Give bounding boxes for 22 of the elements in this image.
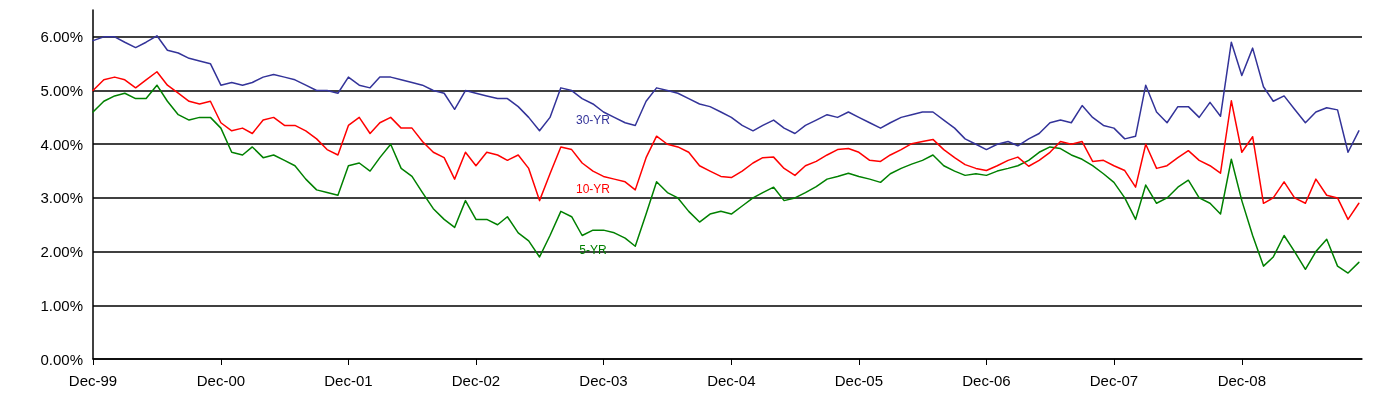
y-tick-label: 3.00%	[40, 189, 83, 207]
x-tick-label: Dec-00	[196, 372, 246, 389]
x-tick-label: Dec-04	[707, 372, 756, 389]
line-series	[92, 35, 1360, 154]
y-tick-label: 5.00%	[40, 82, 83, 100]
y-tick-label: 2.00%	[40, 243, 83, 261]
x-tick-label: Dec-05	[834, 372, 884, 389]
x-tick-label: Dec-03	[579, 372, 628, 389]
x-tick-label: Dec-99	[68, 372, 118, 389]
x-tick-label: Dec-07	[1089, 372, 1139, 389]
line-series	[92, 71, 1360, 221]
series-label: 30-YR	[575, 112, 611, 127]
y-tick-label: 0.00%	[40, 350, 83, 368]
y-tick-label: 4.00%	[40, 135, 83, 153]
y-tick-label: 1.00%	[40, 296, 83, 314]
x-tick-label: Dec-06	[962, 372, 1011, 389]
line-series	[92, 84, 1360, 274]
x-tick-label: Dec-02	[451, 372, 501, 389]
y-tick-label: 6.00%	[40, 28, 83, 46]
series-label: 10-YR	[575, 182, 611, 197]
x-tick-label: Dec-01	[324, 372, 373, 389]
x-tick-label: Dec-08	[1217, 372, 1266, 389]
